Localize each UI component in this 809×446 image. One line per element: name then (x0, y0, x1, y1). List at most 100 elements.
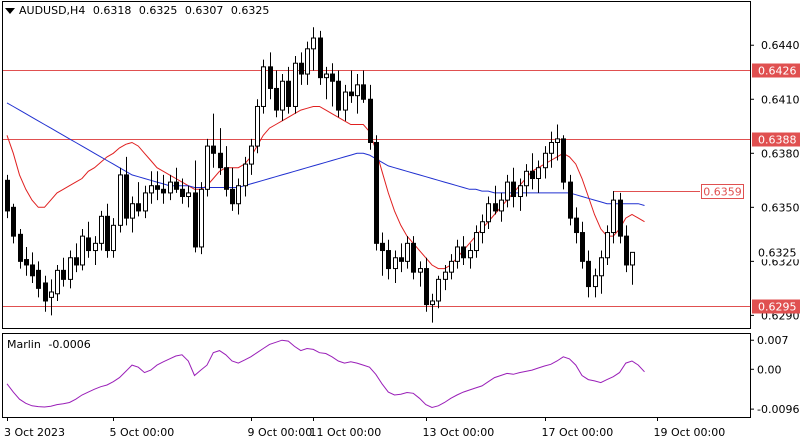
candle (330, 63, 335, 107)
chart-header: AUDUSD,H4 0.6318 0.6325 0.6307 0.6325 (5, 4, 273, 17)
candle-body (436, 278, 441, 302)
candle (449, 254, 454, 280)
candle (411, 236, 416, 280)
candle (399, 243, 404, 273)
candle-body (261, 66, 266, 107)
y-axis: 0.64400.64100.63800.63500.63200.62900.63… (750, 39, 800, 322)
candle (511, 167, 516, 208)
level-axis-text: 0.6426 (758, 65, 797, 78)
candle-body (611, 199, 616, 234)
candle-body (405, 242, 410, 262)
candle-body (111, 224, 116, 252)
candle-body (324, 73, 329, 79)
candle-body (99, 215, 104, 244)
close-value: 0.6325 (230, 4, 270, 17)
candle-body (143, 192, 148, 212)
candle (230, 167, 235, 211)
candle (224, 146, 229, 197)
candle (111, 218, 116, 258)
candle (174, 167, 179, 193)
candle (393, 250, 398, 283)
candle (274, 70, 279, 118)
candle-body (418, 268, 423, 273)
candle (349, 70, 354, 103)
candle-body (43, 282, 48, 302)
candle-body (230, 188, 235, 205)
candle-body (161, 188, 166, 194)
candle-body (580, 232, 585, 262)
candle (24, 246, 29, 276)
candle (74, 243, 79, 273)
candle-body (443, 271, 448, 280)
candle-body (480, 221, 485, 234)
candle-body (218, 152, 223, 169)
candle (124, 156, 129, 226)
candle-body (243, 163, 248, 187)
candle (211, 113, 216, 168)
candle-body (586, 260, 591, 288)
candle-body (61, 269, 66, 280)
candle (130, 196, 135, 233)
candle (299, 52, 304, 85)
candle (324, 66, 329, 100)
candle-body (549, 141, 554, 154)
symbol-label: AUDUSD,H4 (19, 4, 86, 17)
x-tick-label: 13 Oct 00:00 (423, 426, 495, 439)
indicator-header: Marlin -0.0006 (7, 338, 95, 351)
y-tick-label: 0.6380 (761, 147, 800, 160)
candle (518, 178, 523, 211)
candle-body (455, 246, 460, 262)
candle (430, 293, 435, 323)
candle-body (593, 275, 598, 288)
candle (186, 185, 191, 208)
candle (99, 210, 104, 251)
candle (443, 264, 448, 291)
candle-body (311, 37, 316, 50)
candle-body (11, 206, 16, 237)
candle (586, 250, 591, 298)
y-tick-label: 0.6410 (761, 93, 800, 106)
level-tag-text: 0.6359 (703, 186, 742, 199)
candle-body (361, 84, 366, 100)
dropdown-triangle-icon[interactable] (5, 8, 15, 14)
candle-body (68, 257, 73, 280)
candle (343, 84, 348, 121)
candle-body (511, 181, 516, 198)
candle (599, 250, 604, 294)
candle (405, 236, 410, 269)
candle (474, 225, 479, 258)
candle-body (49, 291, 54, 298)
candle-body (318, 37, 323, 79)
level-axis-box (752, 299, 800, 314)
candle (118, 167, 123, 233)
level-labels: 0.6426 0.6388 0.6359 0.6295 (701, 63, 800, 314)
candle-body (380, 242, 385, 252)
candle-body (118, 174, 123, 226)
candle-body (199, 188, 204, 248)
candle (86, 221, 91, 258)
candle-body (249, 145, 254, 165)
candle-body (536, 167, 541, 180)
candle (361, 70, 366, 103)
candle-body (293, 62, 298, 107)
candle-body (299, 62, 304, 75)
candle-body (605, 232, 610, 259)
candle (486, 196, 491, 229)
marlin-line (6, 339, 645, 409)
candle-body (574, 217, 579, 234)
y-tick-label: 0.6440 (761, 39, 800, 52)
candle (611, 191, 616, 244)
candles (5, 27, 635, 323)
candle (524, 164, 529, 197)
level-axis-label-1: 0.6388 (752, 132, 800, 147)
candle-body (305, 48, 310, 75)
current-price-box (752, 245, 800, 260)
candle (93, 236, 98, 265)
candle (480, 214, 485, 244)
candle (574, 207, 579, 244)
candle (386, 239, 391, 280)
candle-body (430, 300, 435, 306)
candle-body (486, 203, 491, 223)
